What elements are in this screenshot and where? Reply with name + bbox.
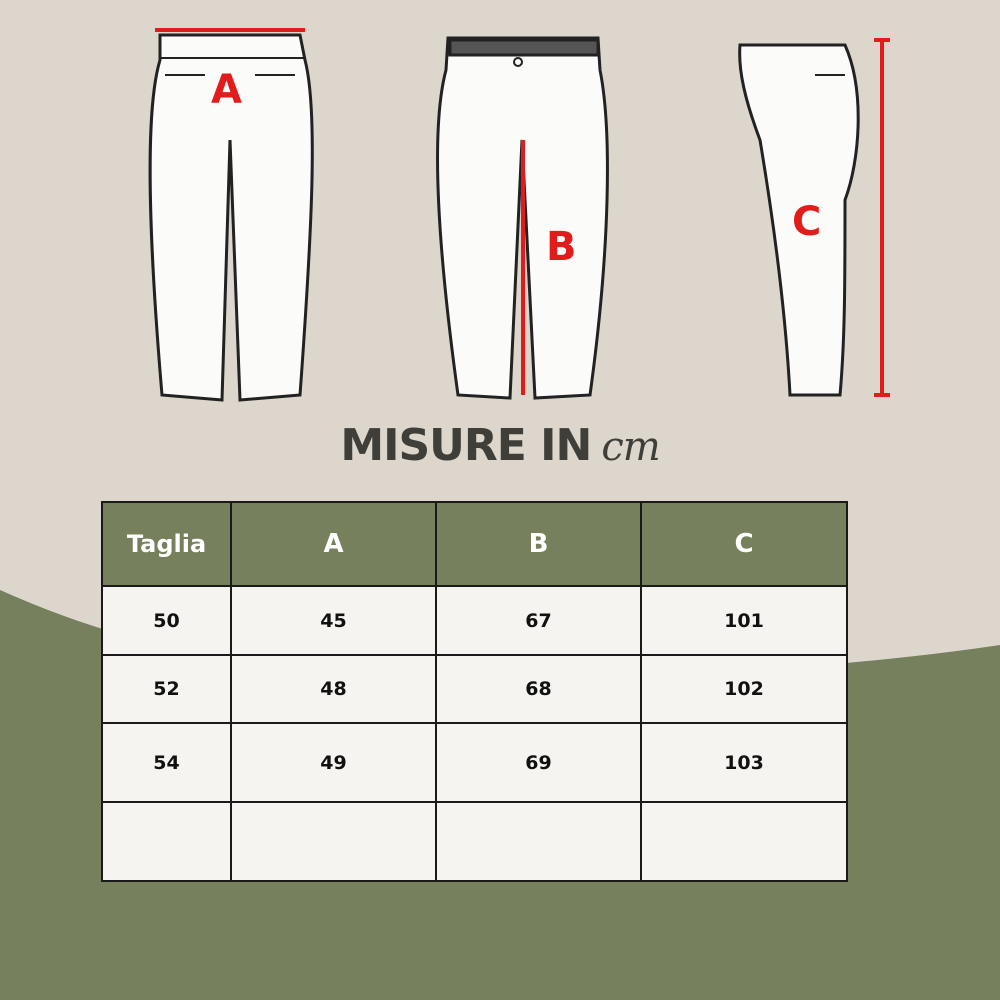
cell: 52 [101, 654, 232, 724]
header-size: Taglia [101, 501, 232, 587]
title-main: MISURE IN [340, 420, 592, 471]
cell [101, 801, 232, 882]
label-a: A [211, 67, 242, 113]
cell: 48 [230, 654, 437, 724]
table-row: 50 45 67 101 [101, 585, 848, 656]
table-row: 54 49 69 103 [101, 722, 848, 803]
table-row: 52 48 68 102 [101, 654, 848, 724]
cell [435, 801, 642, 882]
label-b: B [546, 224, 577, 270]
cell: 67 [435, 585, 642, 656]
header-c: C [640, 501, 848, 587]
cell: 50 [101, 585, 232, 656]
title-unit: cm [601, 424, 660, 470]
label-c: C [792, 199, 821, 245]
pants-front-view [435, 36, 609, 400]
page-title: MISURE IN cm [0, 420, 1000, 471]
header-b: B [435, 501, 642, 587]
cell: 102 [640, 654, 848, 724]
cell: 54 [101, 722, 232, 803]
cell: 68 [435, 654, 642, 724]
table-header-row: Taglia A B C [101, 501, 848, 587]
cell: 45 [230, 585, 437, 656]
pants-diagrams: A B C [148, 28, 890, 402]
cell [230, 801, 437, 882]
size-table: Taglia A B C 50 45 67 101 52 48 68 102 5… [101, 501, 848, 882]
cell: 103 [640, 722, 848, 803]
cell [640, 801, 848, 882]
table-row [101, 801, 848, 882]
cell: 101 [640, 585, 848, 656]
cell: 49 [230, 722, 437, 803]
cell: 69 [435, 722, 642, 803]
pants-side-view [738, 43, 860, 397]
header-a: A [230, 501, 437, 587]
pants-back-view [148, 33, 314, 402]
